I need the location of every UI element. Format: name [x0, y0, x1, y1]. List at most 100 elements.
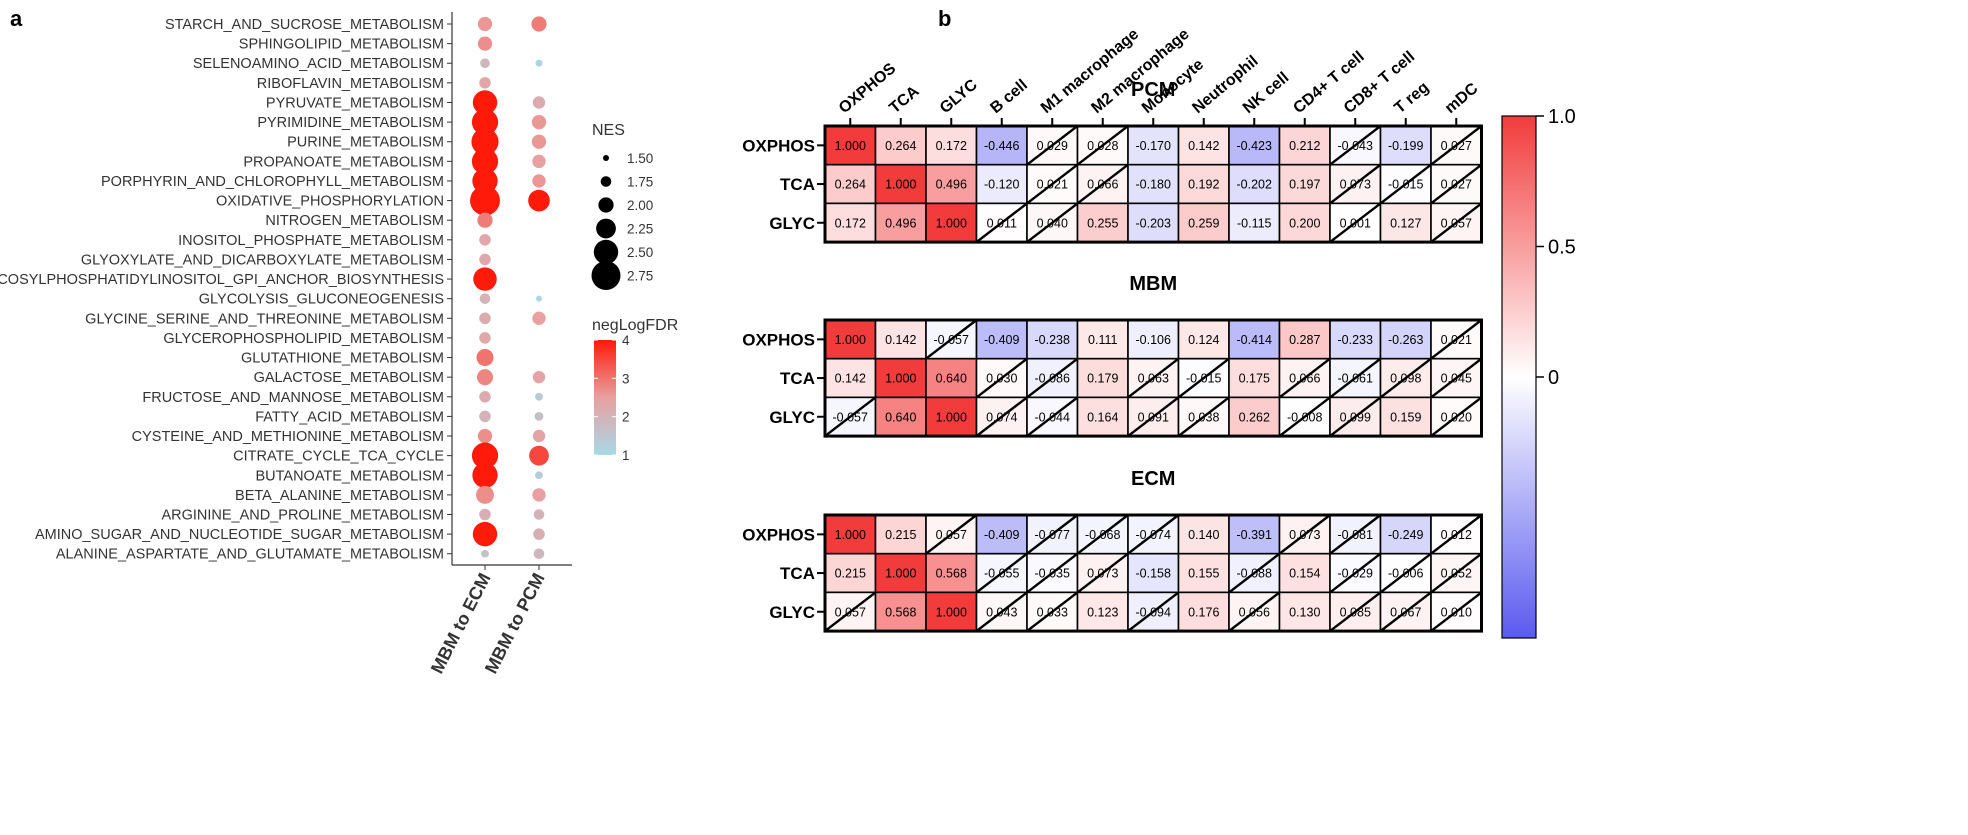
heatmap-value: 1.000 [835, 139, 866, 153]
nonsignificant-slash [1379, 591, 1432, 633]
pathway-label: GLYCOSYLPHOSPHATIDYLINOSITOL_GPI_ANCHOR_… [0, 272, 444, 288]
heatmap-value: -0.120 [984, 178, 1019, 192]
heatmap-value: -0.094 [1136, 605, 1171, 619]
pathway-label: AMINO_SUGAR_AND_NUCLEOTIDE_SUGAR_METABOL… [35, 527, 444, 543]
heatmap-row-label: OXPHOS [742, 136, 815, 155]
legend-size-dot [603, 155, 609, 161]
heatmap-value: -0.044 [1035, 410, 1070, 424]
heatmap-value: 0.021 [1441, 333, 1472, 347]
nonsignificant-slash [1177, 357, 1230, 399]
dot-plot: STARCH_AND_SUCROSE_METABOLISM SPHINGOLIPI… [0, 12, 678, 677]
heatmap-row-label: TCA [780, 369, 815, 388]
colorbar-label: 1.0 [1548, 106, 1576, 128]
heatmap-value: -0.057 [934, 333, 969, 347]
dot [535, 392, 543, 401]
heatmap-value: 0.057 [936, 528, 967, 542]
heatmap-value: 1.000 [936, 216, 967, 230]
heatmap-value: 0.142 [1188, 139, 1219, 153]
colorbar [1501, 115, 1537, 639]
heatmap-cell [824, 202, 877, 243]
heatmap-value: 1.000 [936, 605, 967, 619]
heatmap-value: 0.011 [987, 216, 1017, 230]
heatmap-value: 1.000 [835, 528, 866, 542]
dot [479, 391, 491, 403]
dot [532, 488, 546, 502]
nonsignificant-slash [1329, 396, 1382, 438]
dot [476, 369, 494, 386]
legend-color-label: 3 [622, 371, 630, 386]
heatmap-column-label: B cell [987, 77, 1031, 117]
heatmap-cell [874, 514, 927, 555]
heatmap-value: 0.496 [936, 178, 967, 192]
pathway-label: OXIDATIVE_PHOSPHORYLATION [216, 194, 444, 210]
heatmap-value: 0.099 [1340, 410, 1371, 424]
nonsignificant-slash [1329, 202, 1382, 244]
heatmap-cell [1177, 552, 1230, 594]
nonsignificant-slash [1430, 319, 1483, 360]
heatmap-value: 0.066 [1087, 178, 1118, 192]
heatmap-value: 0.073 [1289, 528, 1320, 542]
dot [477, 428, 493, 444]
heatmap-cell [1076, 591, 1129, 632]
nonsignificant-slash [1430, 202, 1483, 244]
pathway-label: GLYCINE_SERINE_AND_THREONINE_METABOLISM [85, 311, 444, 327]
heatmap-value: 0.142 [885, 333, 916, 347]
heatmap-value: 0.287 [1289, 333, 1320, 347]
heatmap-value: 0.063 [1138, 372, 1169, 386]
heatmap-title: ECM [1131, 468, 1175, 490]
dot [533, 528, 545, 540]
heatmap-value: 0.130 [1289, 605, 1320, 619]
heatmap-cell [1329, 319, 1382, 360]
heatmap-row-label: OXPHOS [742, 525, 815, 544]
nonsignificant-slash [975, 552, 1028, 594]
dot [471, 128, 499, 156]
pathway-label: CITRATE_CYCLE_TCA_CYCLE [233, 449, 444, 465]
legend-color-title: negLogFDR [592, 317, 678, 334]
heatmap-value: 0.027 [1441, 178, 1472, 192]
dot [528, 189, 550, 212]
heatmap-cell [874, 396, 927, 437]
heatmap-value: -0.088 [1237, 567, 1272, 581]
legend-color-label: 2 [622, 410, 630, 425]
nonsignificant-slash [1228, 591, 1281, 633]
heatmap-value: 0.040 [1037, 216, 1068, 230]
heatmap-row-label: TCA [780, 175, 815, 194]
heatmap-value: -0.106 [1136, 333, 1171, 347]
dot [472, 462, 498, 488]
nonsignificant-slash [1329, 357, 1382, 399]
heatmap-value: -0.423 [1237, 139, 1272, 153]
heatmap-value: -0.199 [1388, 139, 1423, 153]
heatmap-value: 1.000 [885, 567, 916, 581]
dot [535, 59, 543, 67]
heatmap-row-label: OXPHOS [742, 330, 815, 349]
heatmap-value: 0.179 [1087, 372, 1118, 386]
pathway-label: FATTY_ACID_METABOLISM [255, 409, 444, 425]
pathway-label: INOSITOL_PHOSPHATE_METABOLISM [178, 233, 444, 249]
heatmap-value: -0.043 [1338, 139, 1373, 153]
nonsignificant-slash [1379, 552, 1432, 594]
heatmap-value: 0.123 [1087, 605, 1118, 619]
heatmap-row-label: GLYC [769, 603, 815, 622]
heatmap-cell [1076, 319, 1129, 360]
nonsignificant-slash [1278, 514, 1331, 555]
nonsignificant-slash [1329, 163, 1382, 205]
heatmap-cell [874, 591, 927, 632]
legend-colorbar [594, 340, 616, 455]
heatmap-value: 0.200 [1289, 216, 1320, 230]
nonsignificant-slash [1430, 396, 1483, 438]
heatmap-value: 0.164 [1087, 410, 1118, 424]
heatmap-value: -0.238 [1035, 333, 1070, 347]
heatmap-column-label: TCA [886, 83, 922, 117]
pathway-label: PORPHYRIN_AND_CHLOROPHYLL_METABOLISM [101, 174, 444, 190]
pathway-label: NITROGEN_METABOLISM [265, 213, 444, 229]
pathway-label: GALACTOSE_METABOLISM [254, 370, 444, 386]
heatmap-value: 0.033 [1037, 605, 1068, 619]
heatmap-value: 0.159 [1390, 410, 1421, 424]
nonsignificant-slash [1329, 591, 1382, 633]
heatmap-value: -0.115 [1237, 216, 1272, 230]
heatmap-value: 0.155 [1188, 567, 1219, 581]
heatmap-value: 0.029 [1037, 139, 1068, 153]
heatmap-cell [1177, 591, 1230, 632]
nonsignificant-slash [824, 591, 877, 633]
heatmap-value: 0.052 [1441, 567, 1472, 581]
